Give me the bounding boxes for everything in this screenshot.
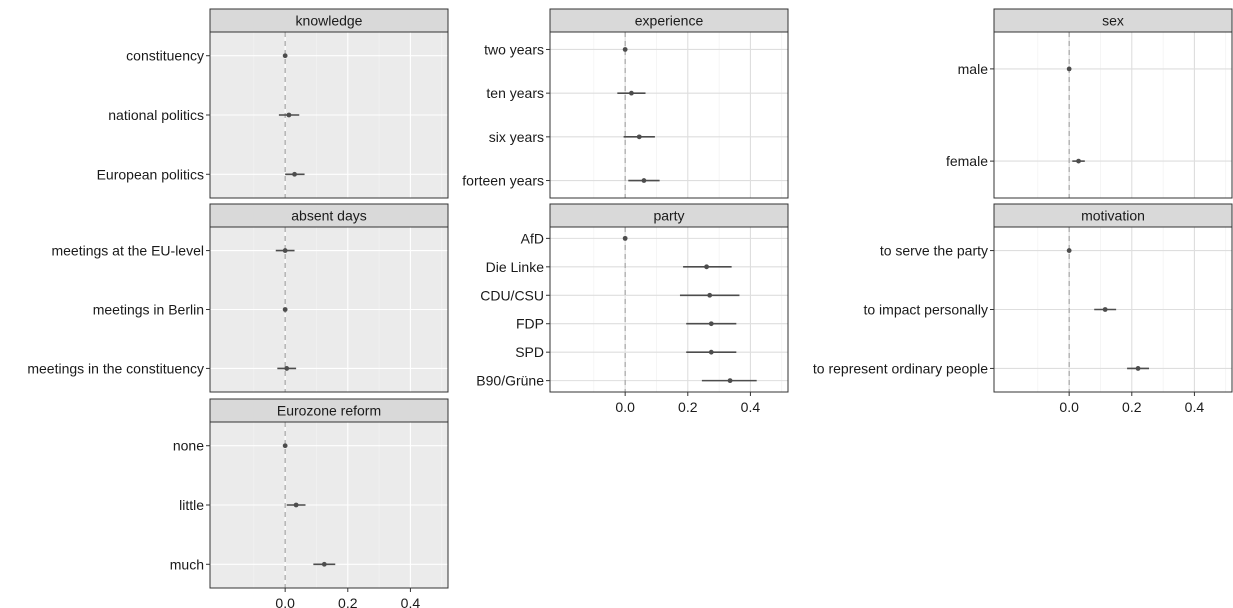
y-tick-label: male xyxy=(958,61,989,77)
x-tick-label: 0.0 xyxy=(615,399,635,415)
y-tick-label: meetings in the constituency xyxy=(27,360,204,376)
facet-title: party xyxy=(653,208,684,224)
y-tick-label: to represent ordinary people xyxy=(813,360,988,376)
point-spd xyxy=(708,349,714,355)
facet-absent-days: absent days meetings at the EU-level meeti… xyxy=(27,203,449,393)
y-tick-label: much xyxy=(170,556,204,572)
facet-title: absent days xyxy=(291,208,367,224)
point-much xyxy=(321,561,327,567)
facet-title: Eurozone reform xyxy=(277,403,381,419)
point-to-serve-the-party xyxy=(1066,248,1072,253)
point-little xyxy=(293,502,299,508)
x-tick-label: 0.0 xyxy=(275,595,295,608)
facet-strip xyxy=(993,8,1233,33)
y-tick-label: Die Linke xyxy=(486,259,545,275)
facet-title: sex xyxy=(1102,13,1124,29)
y-tick-label: to serve the party xyxy=(880,243,988,259)
y-tick-label: B90/Grüne xyxy=(476,373,544,389)
x-tick-label: 0.4 xyxy=(1185,399,1205,415)
y-tick-label: CDU/CSU xyxy=(480,287,544,303)
x-tick-label: 0.4 xyxy=(741,399,761,415)
point-ten-years xyxy=(629,90,634,96)
x-tick-label: 0.4 xyxy=(401,595,421,608)
y-tick-label: meetings in Berlin xyxy=(93,302,204,318)
point-european-politics xyxy=(292,171,297,177)
y-tick-label: AfD xyxy=(521,230,544,246)
x-tick-label: 0.2 xyxy=(678,399,698,415)
y-tick-label: forteen years xyxy=(462,173,544,189)
y-tick-label: little xyxy=(179,497,204,513)
facet-strip xyxy=(549,8,789,33)
y-tick-label: national politics xyxy=(108,107,204,123)
y-tick-label: SPD xyxy=(515,344,544,360)
point-fdp xyxy=(708,321,714,327)
point-two-years xyxy=(622,47,628,52)
y-tick-label: female xyxy=(946,153,988,169)
facet-title: experience xyxy=(635,13,704,29)
facet-strip xyxy=(993,203,1233,228)
facet-sex: sex male female xyxy=(946,8,1233,199)
facet-knowledge: knowledge constituency national politics Eu… xyxy=(97,8,449,199)
facet-title: knowledge xyxy=(296,13,363,29)
y-tick-label: constituency xyxy=(126,48,204,64)
facet-eurozone-reform: Eurozone reform none little much 0.0 0.2 0.4 xyxy=(170,398,449,608)
y-tick-label: none xyxy=(173,438,204,454)
point-to-impact-personally xyxy=(1102,307,1108,312)
point-six-years xyxy=(636,134,642,140)
facet-strip xyxy=(209,203,449,228)
point-none xyxy=(282,443,288,449)
point-afd xyxy=(622,235,628,241)
facet-strip xyxy=(209,398,449,423)
point-forteen-years xyxy=(641,178,647,183)
point-male xyxy=(1066,66,1072,72)
y-tick-label: European politics xyxy=(97,166,204,182)
point-to-represent-ordinary-people xyxy=(1135,366,1141,371)
y-tick-label: six years xyxy=(489,129,544,145)
panel-background xyxy=(550,227,788,392)
facet-strip xyxy=(209,8,449,33)
facet-experience: experience two years ten years six years for… xyxy=(462,8,789,199)
y-tick-label: meetings at the EU-level xyxy=(51,243,204,259)
facet-motivation: motivation to serve the party to impact pe… xyxy=(813,203,1233,415)
point-cdu-csu xyxy=(707,292,713,298)
point-meetings-in-berlin xyxy=(282,307,288,312)
panel-background xyxy=(550,32,788,198)
point-national-politics xyxy=(286,112,292,118)
x-tick-label: 0.0 xyxy=(1059,399,1079,415)
y-tick-label: FDP xyxy=(516,316,544,332)
y-tick-label: ten years xyxy=(486,85,544,101)
point-die-linke xyxy=(704,264,709,270)
point-female xyxy=(1076,158,1081,164)
point-meetings-in-the-constituency xyxy=(284,366,290,371)
facet-title: motivation xyxy=(1081,208,1145,224)
y-tick-label: two years xyxy=(484,41,544,57)
x-tick-label: 0.2 xyxy=(338,595,358,608)
facet-strip xyxy=(549,203,789,228)
point-b90-gr-ne xyxy=(727,378,733,384)
point-meetings-at-the-eu-level xyxy=(282,248,288,253)
panel-background xyxy=(994,32,1232,198)
y-tick-label: to impact personally xyxy=(863,302,988,318)
x-tick-label: 0.2 xyxy=(1122,399,1142,415)
facet-party: party AfD Die Linke CDU/CSU FDP SPD B90/Grüne 0… xyxy=(476,203,789,415)
point-constituency xyxy=(282,53,288,59)
